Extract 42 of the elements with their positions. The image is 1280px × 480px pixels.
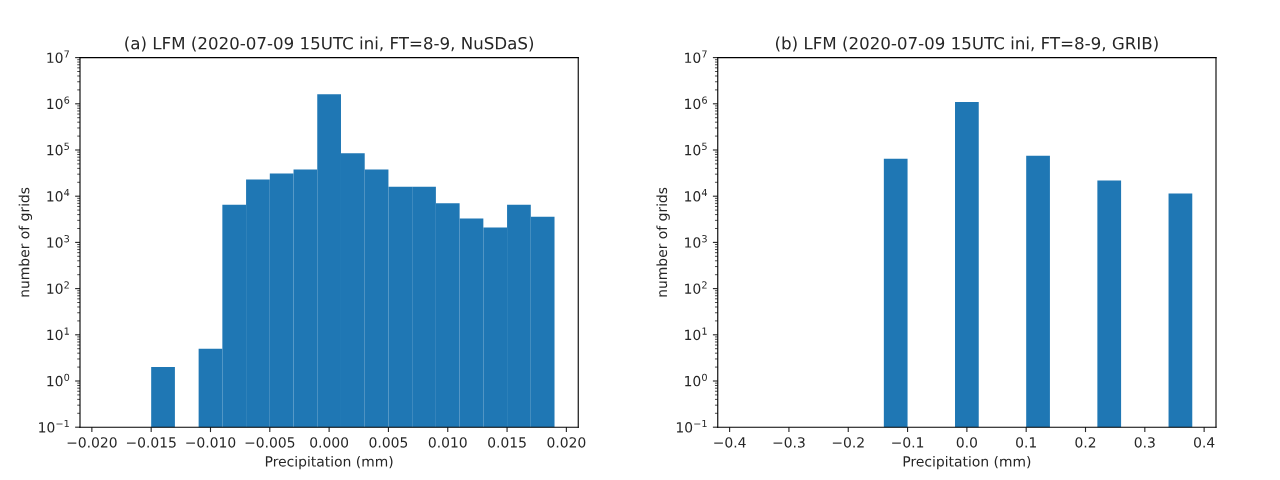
y-tick-label: 10$^{4}$ [47,188,70,202]
x-tick-label: 0.0 [956,437,977,448]
x-tick-label: −0.2 [832,437,864,448]
y-tick-label: 10$^{5}$ [685,142,707,156]
y-tick-label: 10$^{3}$ [685,235,707,248]
x-tick-label: 0.2 [1075,437,1096,448]
x-tick-label: −0.4 [714,437,746,448]
y-tick-label: 10$^{6}$ [47,96,70,110]
x-tick-label: −0.010 [186,437,236,448]
x-tick-label: −0.1 [892,437,924,448]
y-tick-label: 10$^{5}$ [47,142,69,156]
x-tick-label: −0.015 [126,437,176,448]
y-tick-label: 10$^{−1}$ [676,419,707,433]
x-tick-label: −0.3 [773,437,805,448]
x-tick-label: 0.4 [1194,437,1215,448]
x-tick-label: −0.020 [67,437,117,448]
x-tick-label: 0.3 [1134,437,1155,448]
x-tick-label: 0.015 [488,437,526,448]
y-tick-label: 10$^{6}$ [685,96,707,110]
chart-title: (b) LFM (2020-07-09 15UTC ini, FT=8-9, GRIB) [775,36,1158,52]
y-tick-label: 10$^{2}$ [47,281,69,294]
chart-title: (a) LFM (2020-07-09 15UTC ini, FT=8-9, NuSDaS) [125,36,534,52]
x-tick-label: 0.010 [428,437,467,448]
y-tick-label: 10$^{1}$ [685,327,707,341]
x-tick-label: 0.1 [1016,437,1036,448]
y-tick-label: 10$^{0}$ [47,373,70,387]
y-axis-title: number of grids [656,187,670,297]
y-tick-label: 10$^{2}$ [685,281,707,294]
y-tick-label: 10$^{1}$ [47,327,69,341]
x-tick-label: 0.020 [547,437,586,448]
y-tick-label: 10$^{3}$ [47,235,70,248]
x-axis-title: Precipitation (mm) [903,455,1031,470]
y-axis-title: number of grids [18,187,33,297]
y-tick-label: 10$^{4}$ [685,188,708,202]
y-tick-label: 10$^{7}$ [47,50,69,63]
x-tick-label: 0.000 [310,437,349,448]
x-axis-title: Precipitation (mm) [265,455,393,470]
y-tick-label: 10$^{−1}$ [39,419,69,433]
y-tick-label: 10$^{7}$ [685,50,707,63]
y-tick-label: 10$^{0}$ [685,373,707,387]
x-tick-label: 0.005 [369,437,408,448]
x-tick-label: −0.005 [245,437,295,448]
